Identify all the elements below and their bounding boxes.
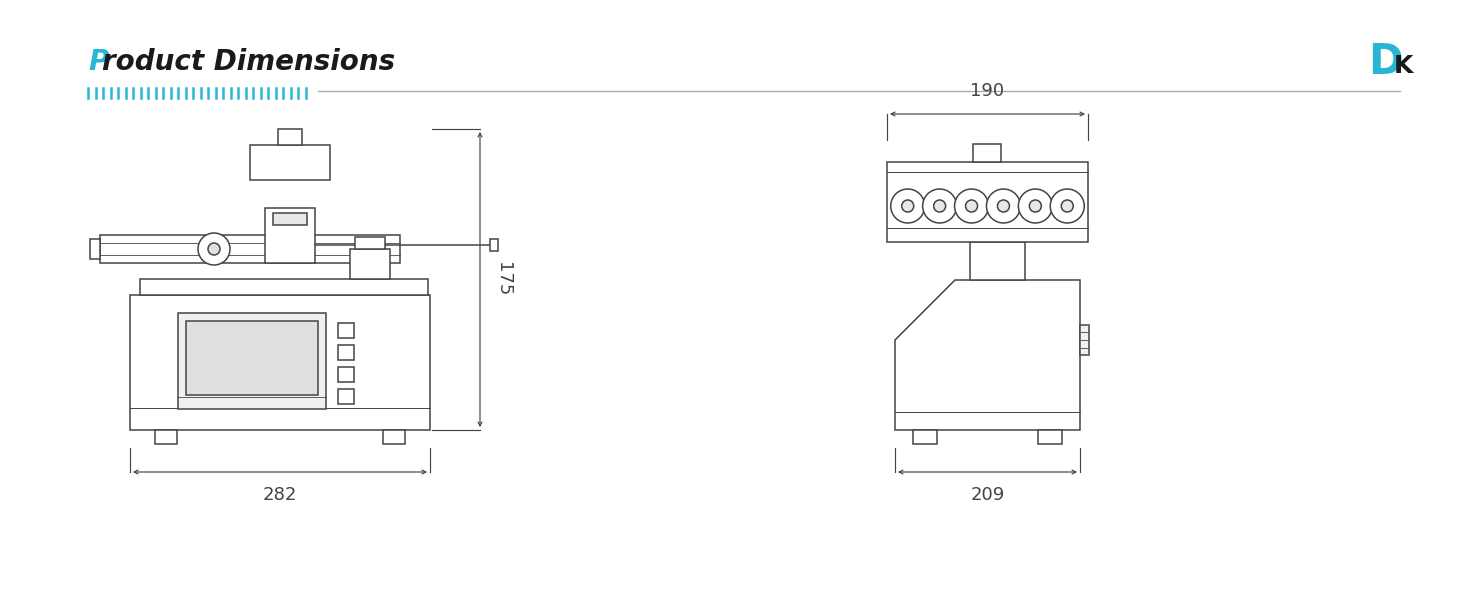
Circle shape xyxy=(1051,189,1085,223)
Bar xyxy=(337,389,354,404)
Polygon shape xyxy=(895,280,1080,430)
Bar xyxy=(490,239,497,251)
Bar xyxy=(90,239,101,259)
Bar xyxy=(101,235,400,263)
Bar xyxy=(1080,325,1089,355)
Text: roduct Dimensions: roduct Dimensions xyxy=(102,48,395,76)
Bar xyxy=(272,213,306,225)
Bar xyxy=(349,249,391,279)
Text: 282: 282 xyxy=(263,486,297,504)
Circle shape xyxy=(198,233,229,265)
Bar xyxy=(278,129,302,145)
Circle shape xyxy=(1030,200,1042,212)
Bar xyxy=(337,345,354,360)
Circle shape xyxy=(922,189,956,223)
Circle shape xyxy=(1061,200,1073,212)
Bar xyxy=(130,295,431,430)
Bar xyxy=(913,430,937,444)
Bar xyxy=(969,242,1026,280)
Text: D: D xyxy=(1368,41,1403,83)
Bar xyxy=(141,279,428,295)
Circle shape xyxy=(934,200,946,212)
Bar xyxy=(887,162,1088,242)
Circle shape xyxy=(998,200,1009,212)
Circle shape xyxy=(987,189,1020,223)
Bar xyxy=(265,208,315,263)
Text: 190: 190 xyxy=(971,82,1005,100)
Text: 175: 175 xyxy=(494,262,512,297)
Bar xyxy=(250,145,330,180)
Bar xyxy=(383,430,406,444)
Circle shape xyxy=(955,189,989,223)
Bar xyxy=(972,144,1000,162)
Circle shape xyxy=(1018,189,1052,223)
Circle shape xyxy=(891,189,925,223)
Text: P: P xyxy=(87,48,108,76)
Circle shape xyxy=(209,243,221,255)
Text: 209: 209 xyxy=(971,486,1005,504)
Bar xyxy=(186,321,318,395)
Bar xyxy=(178,313,326,409)
Text: K: K xyxy=(1394,54,1413,78)
Circle shape xyxy=(901,200,913,212)
Bar xyxy=(155,430,178,444)
Circle shape xyxy=(965,200,978,212)
Bar xyxy=(355,237,385,249)
Bar xyxy=(1037,430,1063,444)
Bar xyxy=(337,367,354,382)
Bar xyxy=(337,323,354,338)
